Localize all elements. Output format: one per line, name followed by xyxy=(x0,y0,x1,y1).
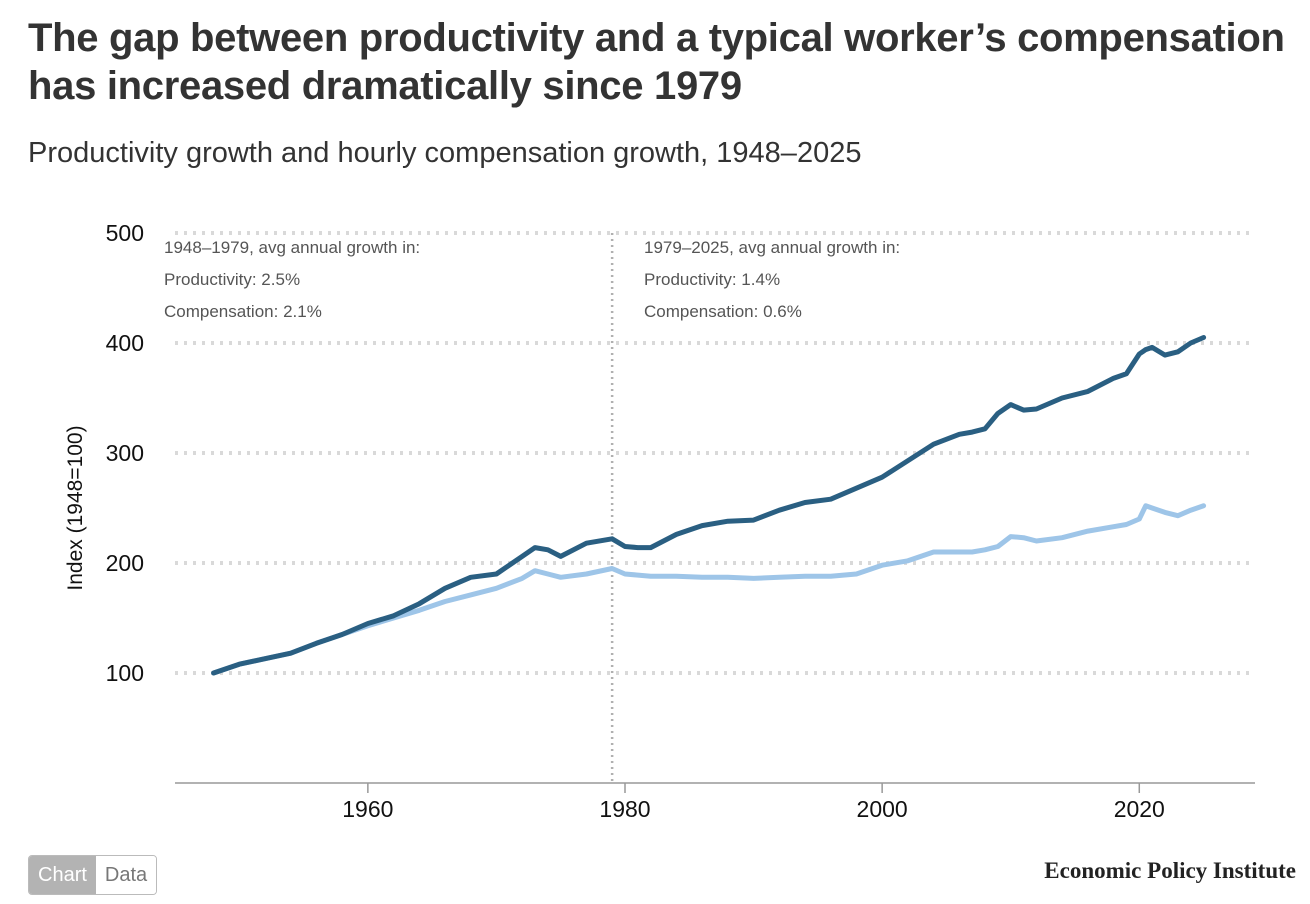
y-tick-label: 200 xyxy=(106,550,144,576)
chart-subtitle: Productivity growth and hourly compensat… xyxy=(28,137,862,169)
annotation-right-compensation: Compensation: 0.6% xyxy=(644,302,802,321)
y-axis-label: Index (1948=100) xyxy=(64,425,87,590)
y-tick-label: 400 xyxy=(106,330,144,356)
series-line-productivity xyxy=(211,335,1207,676)
chart-tab-button[interactable]: Chart xyxy=(29,856,96,894)
y-tick-label: 300 xyxy=(106,440,144,466)
data-tab-button[interactable]: Data xyxy=(95,856,157,894)
chart-title: The gap between productivity and a typic… xyxy=(28,16,1285,108)
chart-data-toggle: Chart Data xyxy=(28,855,158,895)
x-tick-label: 1980 xyxy=(599,796,650,822)
annotation-right: 1979–2025, avg annual growth in: Product… xyxy=(644,238,900,321)
x-tick-label: 2020 xyxy=(1114,796,1165,822)
annotation-right-productivity: Productivity: 1.4% xyxy=(644,270,780,289)
x-tick-label: 1960 xyxy=(342,796,393,822)
y-axis-ticks: 100 200 300 400 500 xyxy=(106,220,144,686)
annotation-left-productivity: Productivity: 2.5% xyxy=(164,270,300,289)
series-line-compensation xyxy=(211,503,1207,676)
x-axis-ticks: 1960 1980 2000 2020 xyxy=(342,783,1165,822)
series-lines xyxy=(211,335,1207,676)
annotation-left: 1948–1979, avg annual growth in: Product… xyxy=(164,238,420,321)
x-tick-label: 2000 xyxy=(857,796,908,822)
annotation-right-heading: 1979–2025, avg annual growth in: xyxy=(644,238,900,257)
brand-logo: Economic Policy Institute xyxy=(1044,858,1296,883)
y-tick-label: 100 xyxy=(106,660,144,686)
gridlines xyxy=(175,231,1255,675)
annotation-left-heading: 1948–1979, avg annual growth in: xyxy=(164,238,420,257)
annotation-left-compensation: Compensation: 2.1% xyxy=(164,302,322,321)
y-tick-label: 500 xyxy=(106,220,144,246)
